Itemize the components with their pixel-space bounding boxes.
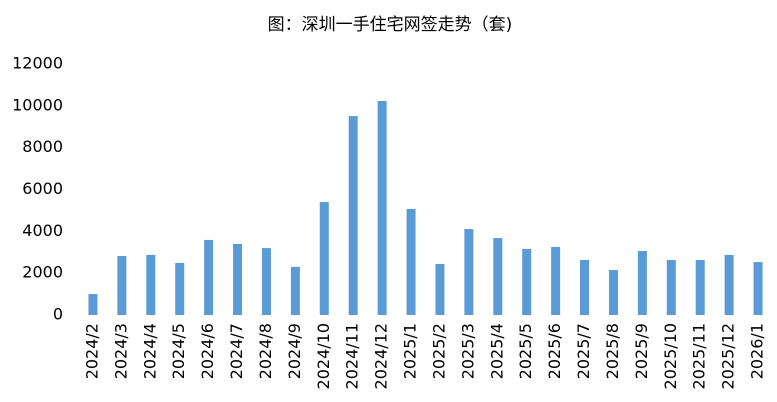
x-tick-label: 2025/5 (516, 323, 535, 379)
bar (724, 254, 734, 315)
bar (695, 259, 705, 315)
x-tick-label: 2024/7 (227, 323, 246, 379)
bar (146, 254, 156, 315)
x-tick-label: 2024/10 (314, 323, 333, 389)
y-tick-label: 10000 (12, 95, 63, 114)
x-tick-label: 2025/1 (401, 323, 420, 379)
x-tick-label: 2024/6 (198, 323, 217, 379)
x-tick-label: 2025/4 (487, 323, 506, 379)
x-tick-label: 2024/2 (82, 323, 101, 379)
chart-title: 图：深圳一手住宅网签走势（套) (268, 15, 513, 35)
x-tick-label: 2025/7 (574, 323, 593, 379)
x-tick-label: 2024/4 (140, 323, 159, 379)
x-tick-label: 2025/6 (545, 323, 564, 379)
bar (319, 202, 329, 315)
bar (377, 101, 387, 316)
y-tick-label: 12000 (12, 54, 63, 73)
bar (261, 248, 271, 315)
x-tick-label: 2025/3 (458, 323, 477, 379)
bar (290, 266, 300, 315)
x-tick-label: 2024/12 (372, 323, 391, 389)
bar (204, 239, 214, 315)
y-tick-label: 4000 (22, 221, 63, 240)
x-tick-label: 2025/9 (632, 323, 651, 379)
x-tick-label: 2024/11 (343, 323, 362, 389)
bar (117, 256, 127, 315)
bar (88, 294, 98, 315)
y-tick-label: 0 (53, 305, 63, 324)
bar (348, 116, 358, 316)
x-tick-label: 2024/5 (169, 323, 188, 379)
bar (435, 263, 445, 315)
y-tick-label: 6000 (22, 179, 63, 198)
y-tick-label: 8000 (22, 137, 63, 156)
y-tick-label: 2000 (22, 263, 63, 282)
bar (233, 243, 243, 315)
bar (464, 229, 474, 315)
x-tick-label: 2025/2 (429, 323, 448, 379)
bar (580, 259, 590, 315)
bar (175, 262, 185, 315)
x-tick-label: 2026/1 (748, 323, 767, 379)
x-tick-label: 2024/8 (256, 323, 275, 379)
bar (666, 259, 676, 315)
x-tick-label: 2025/12 (719, 323, 738, 389)
bar (753, 262, 763, 315)
x-tick-label: 2025/8 (603, 323, 622, 379)
bar (493, 238, 503, 315)
bar (522, 248, 532, 315)
x-tick-label: 2025/10 (661, 323, 680, 389)
x-tick-label: 2024/3 (111, 323, 130, 379)
bar (608, 270, 618, 315)
bar (406, 208, 416, 315)
bar (637, 250, 647, 315)
x-tick-label: 2024/9 (285, 323, 304, 379)
bar (551, 247, 561, 315)
x-tick-label: 2025/11 (690, 323, 709, 389)
